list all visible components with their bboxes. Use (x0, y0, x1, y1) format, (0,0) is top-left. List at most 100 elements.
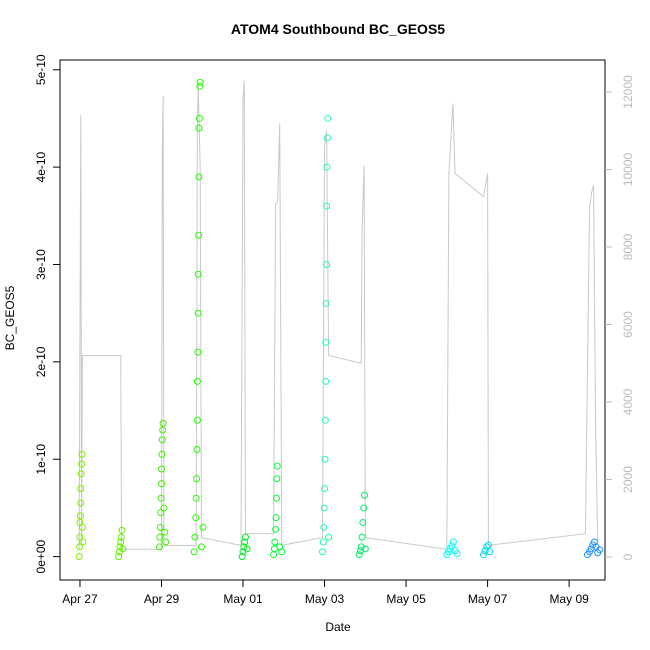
point (323, 260, 331, 268)
point (194, 348, 202, 356)
point (157, 480, 165, 488)
point (271, 538, 279, 546)
x-tick-label: May 03 (305, 592, 345, 606)
point (357, 543, 365, 551)
altitude-line (78, 80, 599, 550)
point (159, 426, 167, 434)
point (78, 523, 86, 531)
y2-tick-label: 8000 (621, 233, 635, 260)
y-tick-label: 0e+00 (34, 539, 48, 573)
point (119, 545, 127, 553)
point (193, 475, 201, 483)
point (321, 416, 329, 424)
x-axis-label: Date (325, 620, 351, 634)
point (161, 528, 169, 536)
point (157, 509, 165, 517)
point (199, 523, 207, 531)
y-tick-label: 4e-10 (34, 151, 48, 182)
point (78, 450, 86, 458)
point (76, 512, 84, 520)
point (272, 514, 280, 522)
point (79, 538, 87, 546)
point (155, 543, 163, 551)
point (196, 78, 204, 86)
point (323, 202, 331, 210)
point (194, 309, 202, 317)
y2-tick-label: 6000 (621, 311, 635, 338)
y-tick-label: 2e-10 (34, 346, 48, 377)
point (158, 436, 166, 444)
point (322, 377, 330, 385)
point (117, 538, 125, 546)
point (321, 484, 329, 492)
point (238, 553, 246, 561)
point (117, 533, 125, 541)
point (319, 548, 327, 556)
point (195, 231, 203, 239)
point (156, 533, 164, 541)
point (159, 419, 167, 427)
point (320, 504, 328, 512)
y-tick-label: 1e-10 (34, 444, 48, 475)
point (157, 465, 165, 473)
point (75, 553, 83, 561)
point (273, 462, 281, 470)
point (195, 173, 203, 181)
point (481, 547, 489, 555)
point (272, 494, 280, 502)
point (596, 546, 604, 554)
point (158, 450, 166, 458)
plot-frame (59, 59, 606, 581)
point (322, 299, 330, 307)
point (195, 114, 203, 122)
point (324, 114, 332, 122)
x-tick-label: May 07 (468, 592, 508, 606)
x-tick-label: Apr 29 (144, 592, 180, 606)
x-tick-label: Apr 27 (62, 592, 98, 606)
point (196, 82, 204, 90)
y-axis-label: BC_GEOS5 (3, 285, 17, 350)
point (355, 551, 363, 559)
point (156, 523, 164, 531)
y2-tick-label: 10000 (621, 152, 635, 186)
point (162, 538, 170, 546)
point (241, 538, 249, 546)
point (323, 134, 331, 142)
point (361, 545, 369, 553)
point (197, 543, 205, 551)
x-tick-label: May 05 (386, 592, 426, 606)
point (321, 455, 329, 463)
point (590, 538, 598, 546)
point (358, 533, 366, 541)
point (453, 550, 461, 558)
y2-tick-label: 0 (621, 553, 635, 560)
point (360, 504, 368, 512)
y-tick-label: 5e-10 (34, 54, 48, 85)
point (78, 460, 86, 468)
y2-tick-label: 12000 (621, 75, 635, 109)
point (194, 270, 202, 278)
point (273, 475, 281, 483)
point (325, 533, 333, 541)
point (115, 553, 123, 561)
point (193, 446, 201, 454)
point (323, 163, 331, 171)
point (192, 494, 200, 502)
chart-title: ATOM4 Southbound BC_GEOS5 (231, 21, 445, 37)
x-tick-label: May 01 (223, 592, 263, 606)
point (360, 491, 368, 499)
point (77, 499, 85, 507)
point (359, 519, 367, 527)
point (118, 526, 126, 534)
point (160, 504, 168, 512)
x-tick-label: May 09 (549, 592, 589, 606)
point (322, 338, 330, 346)
point (486, 548, 494, 556)
point (320, 523, 328, 531)
point (243, 545, 251, 553)
point (76, 543, 84, 551)
point (193, 416, 201, 424)
point (484, 541, 492, 549)
point (319, 538, 327, 546)
